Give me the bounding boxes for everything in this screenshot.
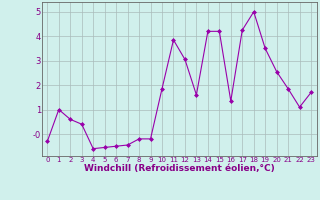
X-axis label: Windchill (Refroidissement éolien,°C): Windchill (Refroidissement éolien,°C) [84, 164, 275, 173]
